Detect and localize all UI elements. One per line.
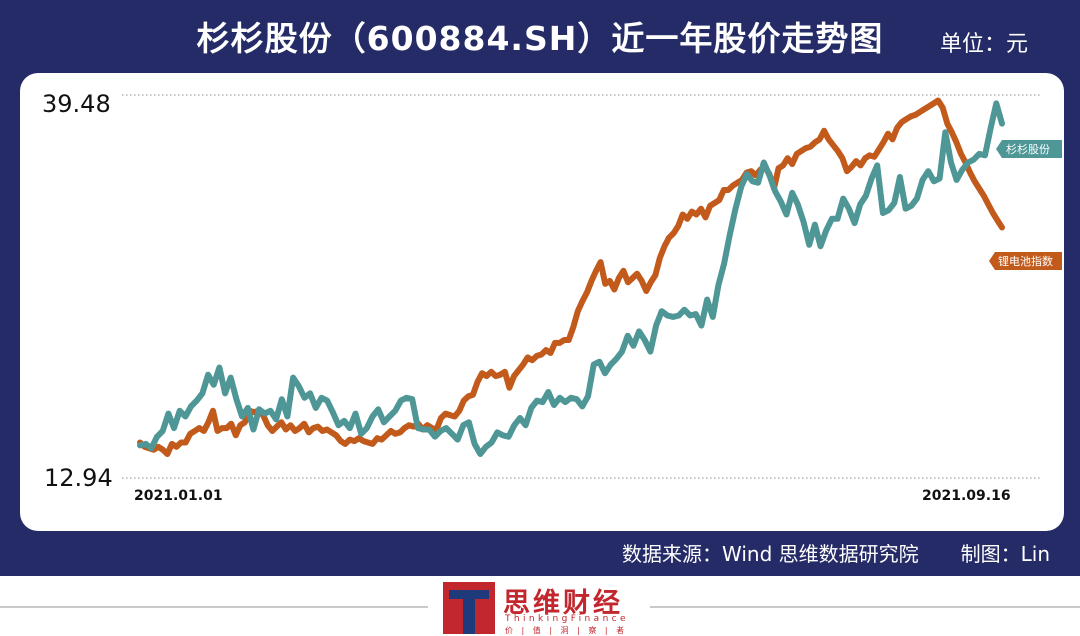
unit-label: 单位：元: [939, 32, 1028, 57]
logo-slogan: 价 | 值 | 洞 | 察 | 者: [505, 626, 628, 635]
logo-english-name: ThinkingFinance: [505, 614, 629, 624]
logo-t-bar: [449, 590, 489, 599]
logo-mark: [443, 582, 495, 634]
plot-panel: [20, 73, 1064, 531]
series-line-stock: [137, 100, 1005, 457]
x-tick-label-start: 2021.01.01: [134, 488, 223, 504]
series-line-index: [137, 97, 1005, 457]
series-label-stock: 杉杉股份: [996, 140, 1062, 158]
chart-title: 杉杉股份（600884.SH）近一年股价走势图: [196, 19, 884, 58]
line-chart: 39.48 12.94 2021.01.01 2021.09.16 杉杉股份 锂…: [42, 90, 1062, 504]
series-label-index: 锂电池指数: [989, 252, 1062, 270]
series-label-stock-text: 杉杉股份: [1006, 142, 1050, 156]
y-tick-label-top: 39.48: [42, 90, 111, 118]
series-label-index-text: 锂电池指数: [998, 254, 1053, 268]
footer-divider-right: [650, 606, 1080, 608]
y-tick-label-bottom: 12.94: [44, 464, 113, 492]
data-source: 数据来源：Wind 思维数据研究院: [622, 542, 919, 566]
x-tick-label-end: 2021.09.16: [922, 488, 1011, 504]
footer-divider-left: [0, 606, 428, 608]
logo-name: 思维财经: [503, 588, 623, 619]
chart-maker: 制图：Lin: [960, 542, 1050, 566]
logo-t-stem: [463, 599, 475, 634]
